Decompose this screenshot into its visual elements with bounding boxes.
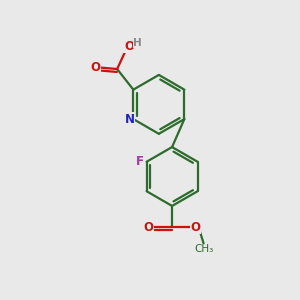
Text: CH₃: CH₃ — [195, 244, 214, 254]
Text: O: O — [124, 40, 134, 53]
Text: F: F — [136, 155, 144, 168]
Text: O: O — [190, 220, 201, 234]
Text: O: O — [90, 61, 100, 74]
Text: H: H — [134, 38, 142, 47]
Text: N: N — [125, 112, 135, 126]
Text: O: O — [143, 220, 154, 234]
